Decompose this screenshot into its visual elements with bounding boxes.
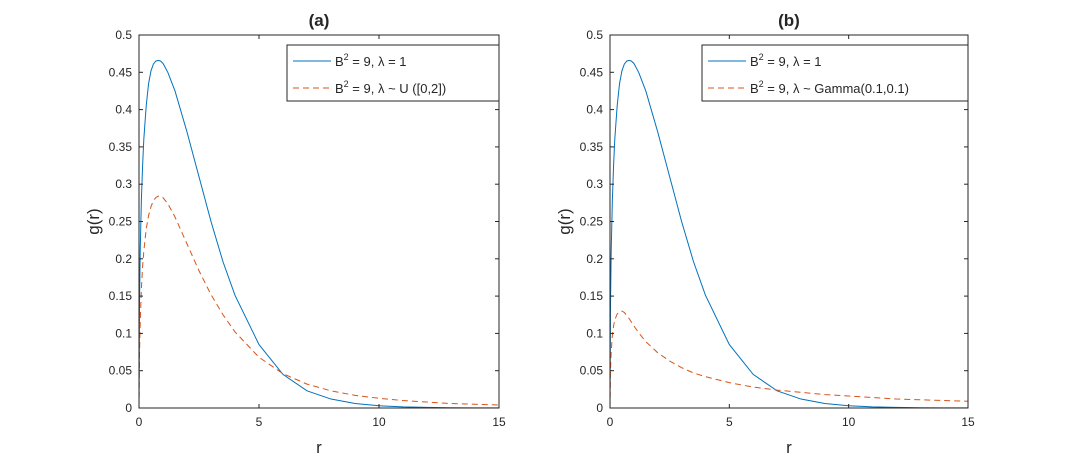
y-tick-label: 0.35 (580, 140, 604, 154)
panel-title: (a) (309, 11, 330, 30)
legend-label-1: B2 = 9, λ = 1 (335, 52, 407, 69)
legend: B2 = 9, λ = 1 B2 = 9, λ ~ U ([0,2]) (286, 44, 500, 102)
y-tick-label: 0.15 (580, 289, 604, 303)
y-tick-label: 0.25 (109, 215, 133, 229)
x-tick-label: 0 (607, 415, 614, 429)
legend-label-2: B2 = 9, λ ~ U ([0,2]) (335, 79, 446, 96)
legend-label-1: B2 = 9, λ = 1 (750, 52, 822, 69)
y-tick-label: 0.15 (109, 289, 133, 303)
x-tick-label: 0 (136, 415, 143, 429)
y-tick-label: 0.4 (586, 103, 603, 117)
y-tick-label: 0.2 (586, 252, 603, 266)
y-tick-label: 0.05 (580, 364, 604, 378)
panel-title: (b) (778, 11, 800, 30)
legend-label-2: B2 = 9, λ ~ Gamma(0.1,0.1) (750, 79, 909, 96)
y-tick-label: 0.1 (115, 326, 132, 340)
x-tick-label: 15 (961, 415, 975, 429)
y-tick-label: 0.45 (109, 65, 133, 79)
legend: B2 = 9, λ = 1 B2 = 9, λ ~ Gamma(0.1,0.1) (701, 44, 969, 102)
x-axis-label: r (786, 438, 792, 457)
y-tick-label: 0 (596, 401, 603, 415)
y-axis-label: g(r) (84, 208, 103, 234)
legend-box (286, 44, 500, 102)
y-tick-label: 0.2 (115, 252, 132, 266)
series-line-1 (610, 59, 968, 408)
x-tick-label: 5 (256, 415, 263, 429)
series-line-2 (610, 310, 968, 408)
series-line-2 (139, 195, 499, 408)
y-tick-label: 0.4 (115, 103, 132, 117)
y-tick-label: 0.25 (580, 215, 604, 229)
y-tick-label: 0.45 (580, 65, 604, 79)
y-tick-label: 0 (125, 401, 132, 415)
y-tick-label: 0.3 (586, 177, 603, 191)
x-tick-label: 5 (726, 415, 733, 429)
chart-panel-2: 0 5 10 15 0 0.05 0.1 0.15 0.2 0.25 0.3 0.35 0.4 0.45 0… (555, 11, 975, 457)
x-tick-label: 15 (492, 415, 506, 429)
legend-box (701, 44, 969, 102)
y-tick-label: 0.5 (115, 28, 132, 42)
y-tick-label: 0.3 (115, 177, 132, 191)
series-line-1 (139, 59, 499, 408)
x-axis-label: r (316, 438, 322, 457)
y-tick-label: 0.1 (586, 326, 603, 340)
y-tick-label: 0.05 (109, 364, 133, 378)
chart-panel-1: 0 5 10 15 0 0.05 0.1 0.15 0.2 0.25 0.3 0.35 0.4 0.45 0… (84, 11, 506, 457)
y-axis-label: g(r) (555, 208, 574, 234)
x-tick-label: 10 (842, 415, 856, 429)
x-tick-label: 10 (372, 415, 386, 429)
y-tick-label: 0.35 (109, 140, 133, 154)
y-tick-label: 0.5 (586, 28, 603, 42)
